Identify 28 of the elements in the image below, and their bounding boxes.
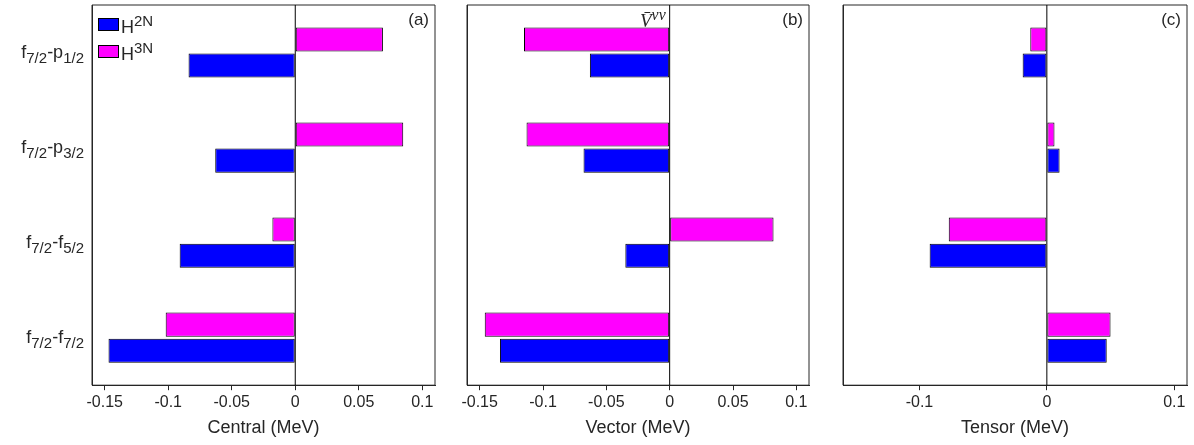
y-tick-label: f$_{7/2}$-p$_{3/2}$: [21, 135, 84, 163]
x-axis-title: Central (MeV): [207, 417, 320, 438]
y-tick-label: f$_{7/2}$-p$_{1/2}$: [21, 40, 84, 68]
x-tick-label: -0.1: [529, 393, 557, 411]
y-tick-label: f$_{7/2}$-f$_{7/2}$: [26, 325, 84, 353]
x-tick-label: 0.05: [343, 393, 375, 411]
x-axis-title: Tensor (MeV): [960, 417, 1070, 438]
x-tick-label: 0.05: [717, 393, 749, 411]
x-tick-label: 0: [1042, 393, 1052, 411]
x-tick-label: 0: [290, 393, 300, 411]
x-tick-label: -0.05: [588, 393, 625, 411]
x-tick-label: -0.1: [905, 393, 934, 411]
y-tick-label: f$_{7/2}$-f$_{5/2}$: [26, 230, 84, 258]
legend-label: H$^{2N}$: [121, 11, 154, 38]
x-tick-label: -0.15: [461, 393, 498, 411]
annotation: (b): [782, 10, 803, 30]
x-tick-label: 0: [665, 393, 675, 411]
annotation: V̄$^{νν}$: [640, 6, 666, 33]
x-tick-label: -0.1: [154, 393, 183, 411]
x-tick-label: 0.1: [1163, 393, 1186, 411]
annotation: (c): [1161, 10, 1181, 30]
x-axis-title: Vector (MeV): [585, 417, 691, 438]
legend-label: H$^{3N}$: [121, 38, 154, 65]
x-tick-label: -0.05: [213, 393, 251, 411]
x-tick-label: -0.15: [86, 393, 124, 411]
x-tick-label: 0.1: [785, 393, 808, 411]
annotation: (a): [408, 10, 429, 30]
x-tick-label: 0.1: [411, 393, 434, 411]
